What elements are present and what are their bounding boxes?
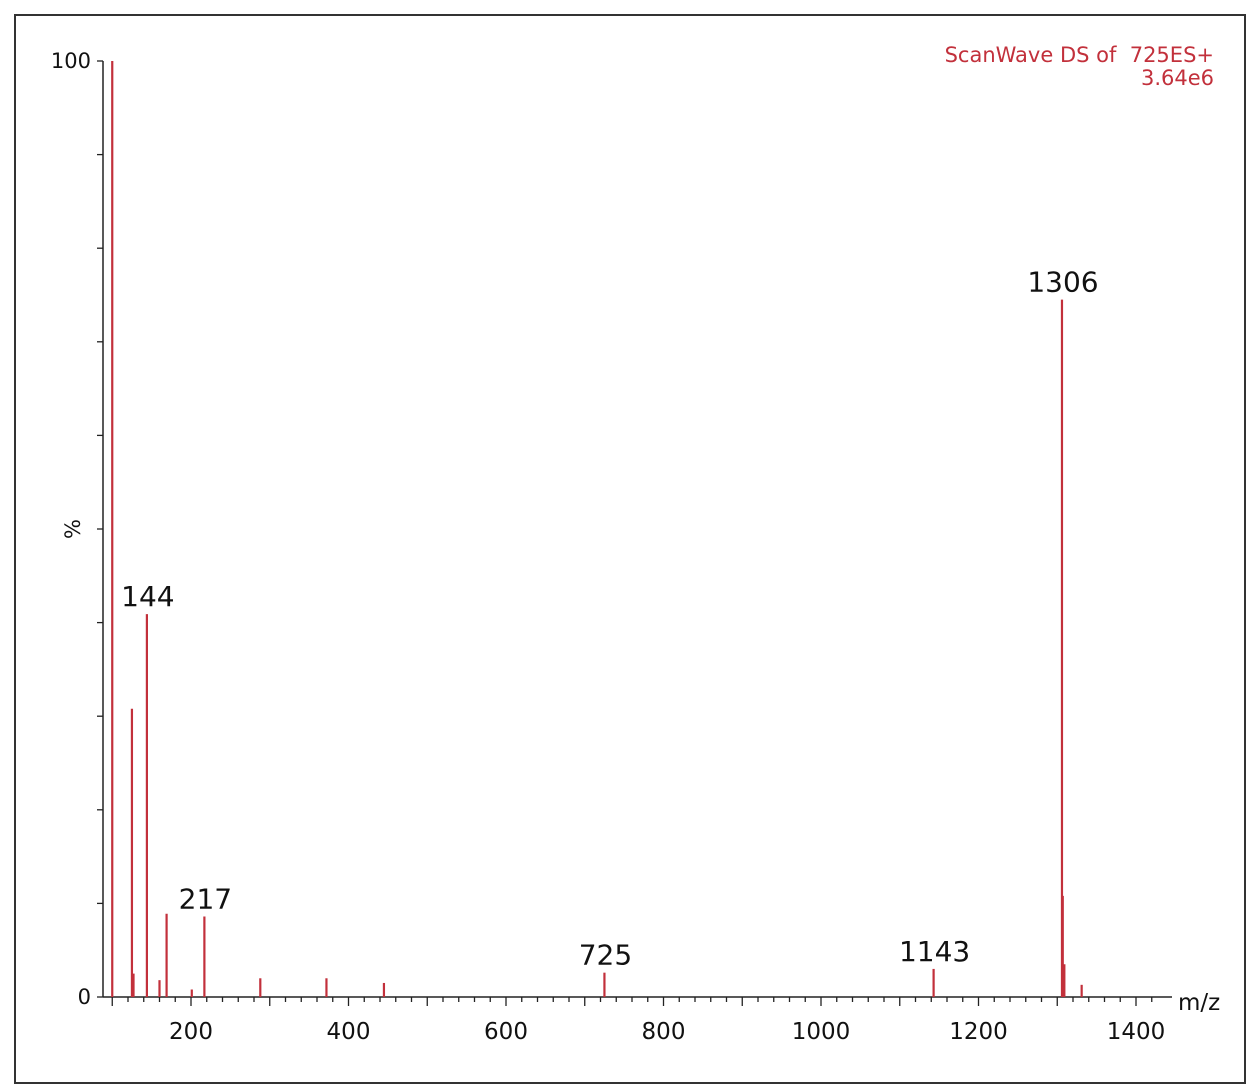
peak-labels: 144 217 725 1143 1306 — [121, 266, 1098, 972]
y-tick-label: 0 — [78, 985, 91, 1009]
y-tick-label: 100 — [51, 49, 91, 73]
base-peak-intensity: 3.64e6 — [1140, 66, 1214, 90]
peak-label: 144 — [121, 580, 174, 613]
x-tick-label: 200 — [169, 1019, 213, 1045]
peak-label: 1143 — [899, 935, 970, 968]
peak-label: 725 — [579, 939, 632, 972]
y-axis-label: % — [61, 519, 85, 539]
peaks — [111, 61, 1083, 997]
x-tick-label: 800 — [642, 1019, 686, 1045]
peak-label: 1306 — [1027, 266, 1098, 299]
x-tick-label: 1400 — [1107, 1019, 1166, 1045]
axes: 0 100 200 400 600 800 1000 1200 1400 m/z% — [51, 49, 1220, 1045]
x-axis-label: m/z — [1178, 990, 1220, 1016]
peak-label: 217 — [179, 883, 232, 916]
spectrum-frame — [14, 14, 1246, 1084]
x-tick-label: 1000 — [792, 1019, 851, 1045]
x-tick-label: 600 — [484, 1019, 528, 1045]
x-tick-label: 400 — [327, 1019, 371, 1045]
x-tick-label: 1200 — [949, 1019, 1008, 1045]
scan-title: ScanWave DS of 725ES+ — [944, 43, 1214, 67]
